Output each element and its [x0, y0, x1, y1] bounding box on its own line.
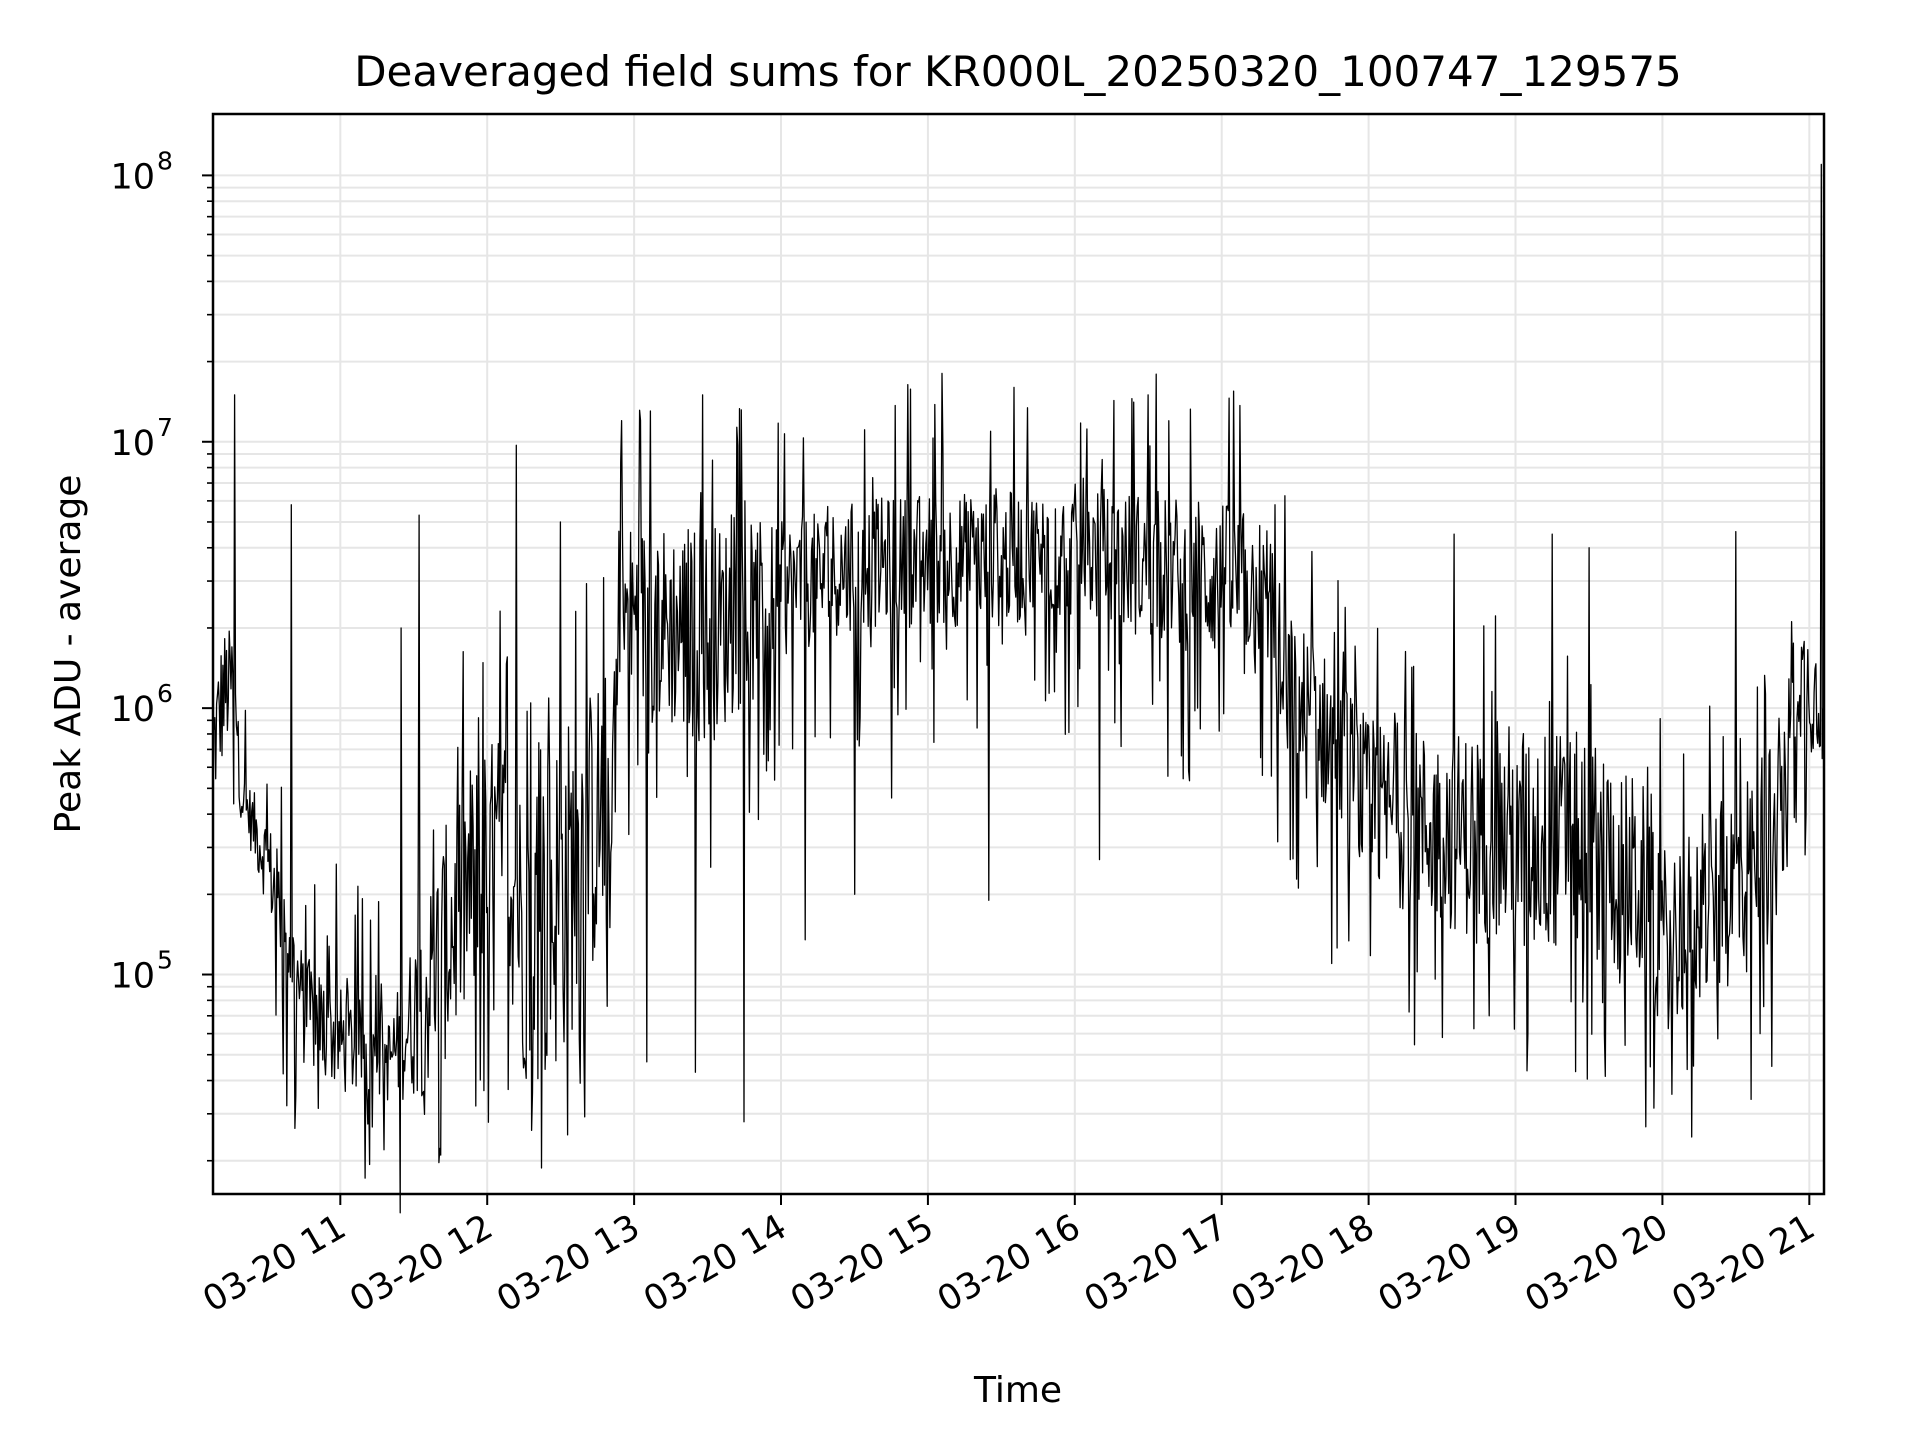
- y-tick-exponent: 8: [157, 146, 173, 175]
- series-layer: [212, 163, 1824, 1214]
- chart-title: Deaveraged field sums for KR000L_2025032…: [354, 47, 1682, 96]
- x-axis-label: Time: [973, 1370, 1062, 1411]
- y-axis-label: Peak ADU - average: [48, 475, 89, 834]
- y-tick-label: 10: [110, 157, 155, 197]
- series-line: [212, 163, 1824, 1214]
- y-tick-label: 10: [110, 957, 155, 997]
- y-tick-exponent: 5: [157, 946, 173, 975]
- plot-area-frame: [211, 112, 1826, 1196]
- y-tick-exponent: 7: [157, 413, 173, 442]
- y-tick-exponent: 6: [157, 679, 173, 708]
- y-tick-label: 10: [110, 424, 155, 464]
- y-tick-label: 10: [110, 690, 155, 730]
